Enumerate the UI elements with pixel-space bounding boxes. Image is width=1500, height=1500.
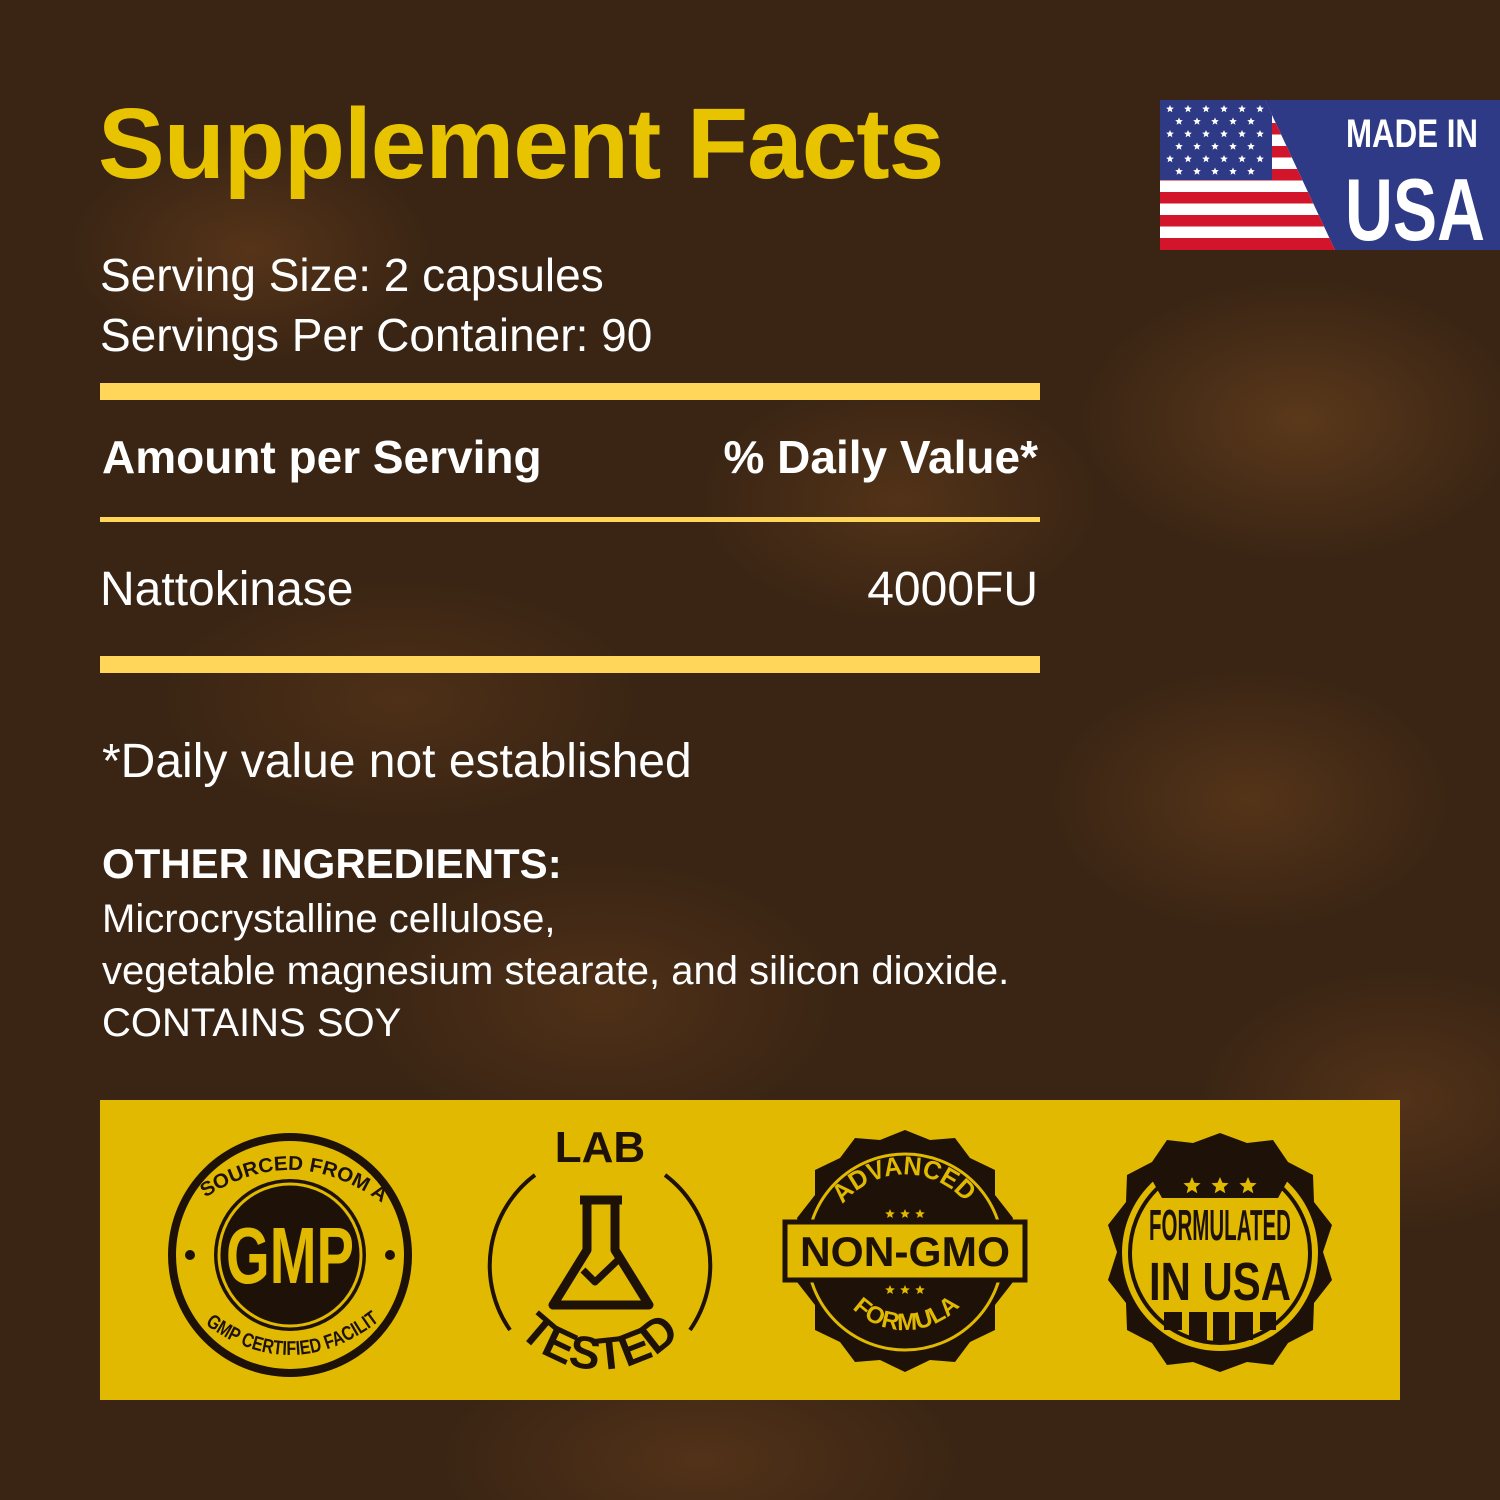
formulated-text: FORMULATED: [1149, 1201, 1291, 1250]
non-gmo-text: NON-GMO: [800, 1228, 1010, 1275]
star-icon: [1229, 142, 1237, 150]
ingredient-name: Nattokinase: [100, 563, 354, 616]
star-icon: [1220, 130, 1228, 138]
page-title: Supplement Facts: [98, 88, 944, 200]
star-icon: [1239, 1177, 1257, 1194]
star-icon: [1184, 155, 1192, 163]
star-icon: [885, 1209, 895, 1218]
star-icon: [1166, 130, 1174, 138]
star-icon: [1166, 155, 1174, 163]
other-ingredients-line1: Microcrystalline cellulose,: [102, 897, 556, 941]
star-icon: [1256, 155, 1264, 163]
svg-text:TESTED: TESTED: [511, 1302, 687, 1380]
star-icon: [1202, 155, 1210, 163]
star-icon: [915, 1209, 925, 1218]
non-gmo-badge: ADVANCED FORMULA NON-GMO: [755, 1100, 1055, 1400]
other-ingredients-line2: vegetable magnesium stearate, and silico…: [102, 949, 1010, 993]
stars-icon: [885, 1285, 925, 1294]
star-icon: [1238, 105, 1246, 113]
tested-text: TESTED: [511, 1302, 687, 1380]
star-icon: [900, 1285, 910, 1294]
star-icon: [1256, 130, 1264, 138]
star-icon: [915, 1285, 925, 1294]
star-icon: [1184, 105, 1192, 113]
amount-per-serving-header: Amount per Serving: [102, 431, 542, 483]
star-icon: [1175, 117, 1183, 125]
star-icon: [1211, 142, 1219, 150]
allergen-statement: CONTAINS SOY: [102, 1001, 402, 1045]
top-rule: [100, 383, 1040, 400]
ingredient-amount: 4000FU: [867, 563, 1038, 616]
header-rule: [100, 517, 1040, 522]
star-icon: [1247, 142, 1255, 150]
star-icon: [1247, 167, 1255, 175]
star-icon: [1256, 105, 1264, 113]
gmp-center-text: GMP: [226, 1211, 354, 1300]
star-icon: [1202, 130, 1210, 138]
star-icon: [1238, 130, 1246, 138]
serving-size: Serving Size: 2 capsules: [100, 249, 604, 301]
made-in-label: MADE IN: [1346, 112, 1478, 156]
star-icon: [1229, 117, 1237, 125]
star-icon: [885, 1285, 895, 1294]
daily-value-header: % Daily Value*: [723, 431, 1039, 483]
star-icon: [1211, 1177, 1229, 1194]
star-icon: [1211, 167, 1219, 175]
star-icon: [900, 1209, 910, 1218]
star-icon: [1193, 117, 1201, 125]
star-icon: [1247, 117, 1255, 125]
in-usa-text: IN USA: [1149, 1252, 1291, 1312]
bottom-rule: [100, 656, 1040, 673]
star-icon: [1229, 167, 1237, 175]
star-icon: [1175, 142, 1183, 150]
star-icon: [1211, 117, 1219, 125]
badge-panel: SOURCED FROM A GMP CERTIFIED FACILITY GM…: [100, 1083, 1400, 1400]
star-icon: [1193, 142, 1201, 150]
other-ingredients-heading: OTHER INGREDIENTS:: [102, 840, 562, 887]
usa-label: USA: [1345, 160, 1485, 250]
made-in-usa-badge: MADE IN USA: [1160, 100, 1500, 259]
gmp-badge: SOURCED FROM A GMP CERTIFIED FACILITY GM…: [135, 1083, 440, 1400]
stars-icon: [885, 1209, 925, 1218]
star-icon: [1220, 155, 1228, 163]
star-icon: [1193, 167, 1201, 175]
stars-icon: [1183, 1177, 1257, 1194]
star-icon: [1220, 105, 1228, 113]
lab-text: LAB: [555, 1123, 645, 1172]
flask-icon: [548, 1195, 654, 1310]
footnote: *Daily value not established: [102, 735, 692, 788]
stripes-icon: [1164, 1312, 1276, 1342]
star-icon: [1202, 105, 1210, 113]
star-icon: [1175, 167, 1183, 175]
star-icon: [1184, 130, 1192, 138]
star-icon: [1166, 105, 1174, 113]
lab-tested-badge: LAB TESTED: [450, 1100, 750, 1400]
servings-per-container: Servings Per Container: 90: [100, 309, 653, 361]
star-icon: [1238, 155, 1246, 163]
formulated-in-usa-badge: FORMULATED IN USA: [1070, 1100, 1370, 1400]
star-icon: [1183, 1177, 1201, 1194]
